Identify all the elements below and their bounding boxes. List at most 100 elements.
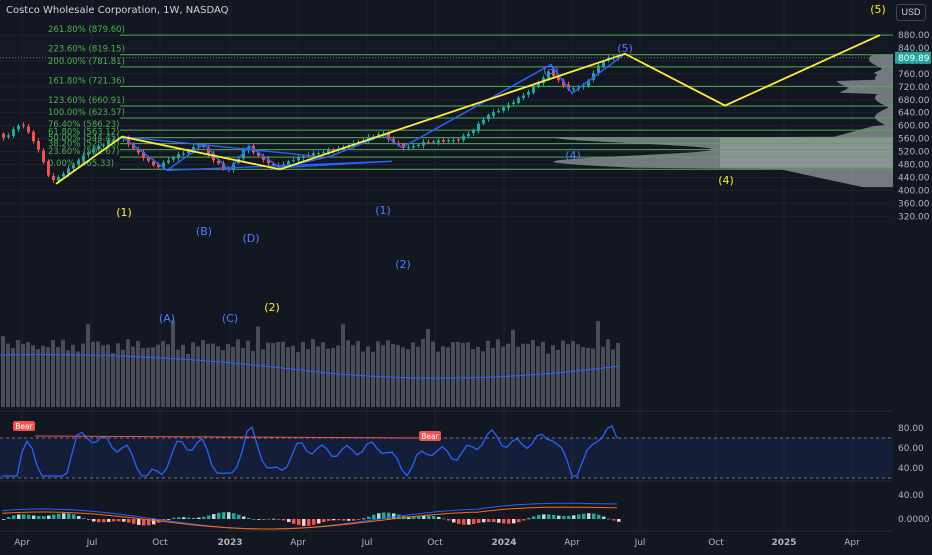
volume-bar <box>156 344 160 407</box>
fib-label: 61.80% (563.12) <box>48 128 120 138</box>
candle-body <box>557 76 560 81</box>
volume-bar <box>56 347 60 407</box>
rsi-line <box>2 425 618 477</box>
volume-bar <box>561 340 565 407</box>
macd-histogram-bar <box>72 514 76 519</box>
macd-histogram-bar <box>512 519 516 524</box>
rsi-tick-label: 40.00 <box>898 464 924 474</box>
macd-histogram-bar <box>377 513 381 519</box>
candle-body <box>67 168 70 175</box>
macd-histogram-bar <box>542 514 546 519</box>
candle-body <box>2 133 5 138</box>
macd-histogram-bar <box>567 515 571 519</box>
candle-body <box>312 153 315 157</box>
price-tick-label: 360.00 <box>898 199 930 209</box>
volume-bar <box>131 346 135 407</box>
volume-bar <box>1 336 5 407</box>
volume-bar <box>296 352 300 407</box>
volume-bar <box>216 346 220 407</box>
candle-body <box>527 91 530 95</box>
macd-histogram-bar <box>112 519 116 522</box>
volume-bar <box>606 339 610 407</box>
candle-body <box>397 143 400 145</box>
volume-bar <box>421 339 425 407</box>
candle-body <box>272 163 275 166</box>
candle-body <box>497 110 500 112</box>
blue-wave-label: (2) <box>395 258 411 271</box>
candle-body <box>517 97 520 103</box>
macd-histogram-bar <box>317 519 321 524</box>
volume-bar <box>396 345 400 407</box>
volume-bar <box>196 346 200 407</box>
candle-body <box>42 150 45 163</box>
price-tick-label: 440.00 <box>898 173 930 183</box>
macd-histogram-bar <box>52 514 56 519</box>
candle-body <box>492 112 495 116</box>
volume-bar <box>466 342 470 407</box>
macd-histogram-bar <box>412 516 416 519</box>
macd-histogram-bar <box>197 517 201 519</box>
currency-button[interactable]: USD <box>896 4 926 21</box>
macd-histogram-bar <box>447 519 451 521</box>
macd-histogram-bar <box>487 519 491 522</box>
macd-histogram-bar <box>572 515 576 519</box>
macd-histogram-bar <box>142 519 146 526</box>
volume-bar <box>271 342 275 407</box>
volume-bar <box>101 345 105 407</box>
macd-histogram-bar <box>407 516 411 519</box>
volume-bar <box>476 346 480 407</box>
volume-bar <box>141 347 145 407</box>
candle-body <box>242 149 245 159</box>
macd-histogram-bar <box>372 514 376 519</box>
time-tick-label: 2025 <box>771 538 796 548</box>
macd-histogram-bar <box>302 519 306 526</box>
time-tick-label: Jul <box>634 538 646 548</box>
volume-bar <box>186 353 190 407</box>
macd-histogram-bar <box>612 519 616 521</box>
volume-bar <box>461 342 465 407</box>
macd-histogram-bar <box>442 518 446 520</box>
candle-body <box>87 152 90 155</box>
macd-histogram-bar <box>607 518 611 520</box>
time-tick-label: Oct <box>708 538 724 548</box>
volume-bar <box>446 347 450 407</box>
candle-body <box>567 84 570 89</box>
price-tick-label: 320.00 <box>898 212 930 222</box>
macd-histogram-bar <box>122 519 126 522</box>
volume-bar <box>71 344 75 407</box>
macd-histogram-bar <box>507 519 511 524</box>
volume-bar <box>16 340 20 407</box>
volume-bar <box>506 343 510 407</box>
volume-bar <box>151 347 155 407</box>
volume-bar <box>181 344 185 407</box>
candle-body <box>152 161 155 166</box>
volume-bar <box>86 324 90 407</box>
macd-histogram-bar <box>152 519 156 525</box>
macd-tick-label: 0.0000 <box>898 515 930 525</box>
candle-body <box>437 140 440 143</box>
fib-label: 261.80% (879.60) <box>48 25 125 35</box>
candle-body <box>452 140 455 142</box>
macd-histogram-bar <box>587 513 591 519</box>
macd-histogram-bar <box>562 516 566 519</box>
volume-bar <box>266 342 270 407</box>
symbol-title: Costco Wholesale Corporation, 1W, NASDAQ <box>6 5 229 16</box>
volume-bar <box>21 343 25 407</box>
macd-histogram-bar <box>517 519 521 523</box>
volume-bar <box>321 342 325 407</box>
macd-histogram-bar <box>332 519 336 521</box>
candle-body <box>582 85 585 88</box>
bear-signal-text: Bear <box>421 432 439 441</box>
candle-body <box>62 173 65 177</box>
volume-bar <box>206 343 210 407</box>
candle-body <box>107 141 110 146</box>
candle-body <box>562 80 565 86</box>
blue-wave-label: (5) <box>617 42 633 55</box>
macd-histogram-bar <box>357 519 361 520</box>
macd-histogram-bar <box>527 518 531 520</box>
macd-histogram-bar <box>462 519 466 525</box>
macd-histogram-bar <box>17 514 21 519</box>
volume-bar <box>281 341 285 407</box>
